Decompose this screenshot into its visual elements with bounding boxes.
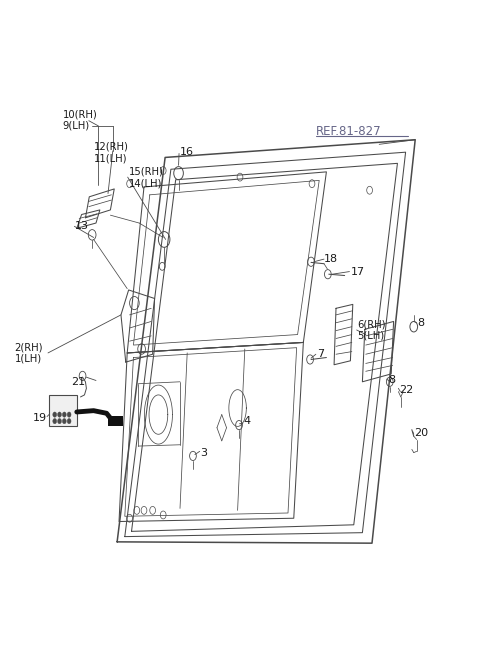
Text: 4: 4 (244, 416, 251, 426)
Text: 21: 21 (71, 377, 85, 387)
Text: 20: 20 (414, 428, 428, 438)
Text: 14(LH): 14(LH) (129, 178, 162, 188)
Text: 12(RH): 12(RH) (94, 142, 129, 152)
Text: 1(LH): 1(LH) (14, 354, 42, 364)
Text: 10(RH): 10(RH) (62, 110, 97, 120)
Text: 9(LH): 9(LH) (62, 121, 90, 131)
Text: 3: 3 (201, 447, 208, 458)
Text: 19: 19 (33, 413, 47, 423)
Circle shape (53, 419, 57, 424)
Text: 22: 22 (399, 385, 414, 396)
Text: 17: 17 (350, 266, 364, 277)
Text: 15(RH): 15(RH) (129, 167, 164, 177)
Text: 6(RH): 6(RH) (358, 319, 386, 330)
Circle shape (62, 419, 66, 424)
Text: 13: 13 (74, 221, 88, 232)
Text: 8: 8 (418, 318, 425, 328)
Text: 16: 16 (180, 147, 194, 157)
Circle shape (58, 412, 61, 417)
Text: 18: 18 (324, 254, 338, 264)
Text: 5(LH): 5(LH) (358, 331, 385, 341)
Circle shape (62, 412, 66, 417)
FancyBboxPatch shape (108, 416, 123, 426)
Text: 2(RH): 2(RH) (14, 342, 43, 353)
Text: 8: 8 (388, 375, 395, 386)
FancyBboxPatch shape (49, 395, 77, 426)
Text: 7: 7 (317, 349, 324, 359)
Text: REF.81-827: REF.81-827 (316, 125, 382, 138)
Circle shape (53, 412, 57, 417)
Circle shape (58, 419, 61, 424)
Circle shape (67, 419, 71, 424)
Text: 11(LH): 11(LH) (94, 153, 127, 163)
Circle shape (67, 412, 71, 417)
